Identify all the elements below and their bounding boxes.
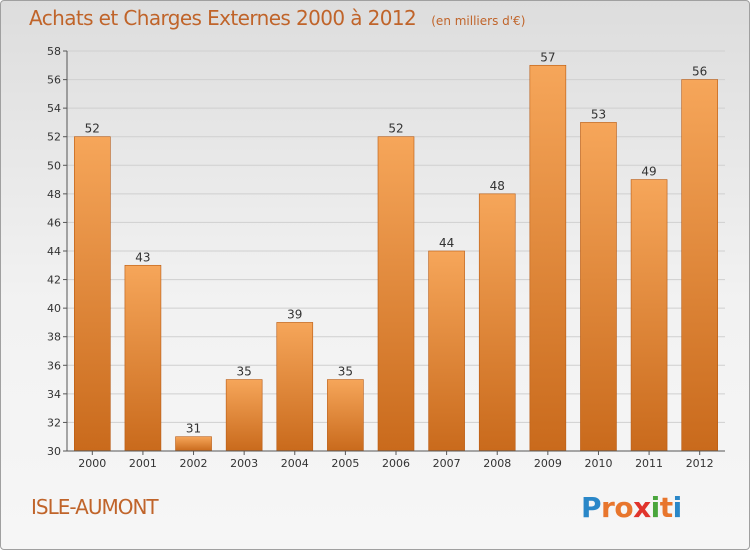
- y-tick-label: 48: [47, 188, 61, 201]
- x-tick-label: 2011: [635, 457, 663, 470]
- x-tick-label: 2000: [78, 457, 106, 470]
- y-tick-label: 58: [47, 45, 61, 58]
- bar: [276, 322, 314, 452]
- y-tick-label: 36: [47, 359, 61, 372]
- bar-value-label: 31: [186, 422, 201, 436]
- bar: [327, 379, 364, 452]
- y-tick-label: 54: [47, 102, 61, 115]
- y-tick-label: 30: [47, 445, 61, 458]
- proxiti-logo: Proxiti: [581, 491, 682, 524]
- y-tick-label: 38: [47, 331, 61, 344]
- bar: [580, 122, 617, 452]
- bar-value-label: 39: [287, 307, 302, 321]
- logo-letter: r: [601, 491, 615, 524]
- chart-title: Achats et Charges Externes 2000 à 2012: [29, 6, 417, 30]
- x-tick-label: 2008: [483, 457, 511, 470]
- bar-value-label: 52: [85, 122, 100, 136]
- logo-letter: o: [614, 491, 634, 524]
- chart-unit: (en milliers d'€): [431, 14, 526, 28]
- bar: [681, 79, 718, 452]
- y-tick-label: 32: [47, 416, 61, 429]
- y-tick-label: 50: [47, 159, 61, 172]
- x-tick-label: 2006: [382, 457, 410, 470]
- y-tick-label: 52: [47, 131, 61, 144]
- title-row: Achats et Charges Externes 2000 à 2012 (…: [29, 6, 525, 30]
- x-tick-label: 2001: [129, 457, 157, 470]
- y-tick-label: 46: [47, 216, 61, 229]
- logo-letter: x: [633, 491, 651, 524]
- x-tick-label: 2002: [180, 457, 208, 470]
- axes: [63, 50, 725, 455]
- bar: [225, 379, 263, 452]
- bar-value-label: 48: [490, 179, 505, 193]
- y-tick-label: 42: [47, 274, 61, 287]
- bar-value-label: 52: [388, 122, 403, 136]
- x-tick-label: 2009: [534, 457, 562, 470]
- bar: [175, 436, 212, 452]
- bar-value-label: 35: [237, 365, 252, 379]
- labels: 30 32 34 36 38 40 42 44 46 48 50 52 54 56 58 52 2000 43 20…: [47, 45, 714, 470]
- x-tick-label: 2005: [331, 457, 359, 470]
- bar-value-label: 49: [641, 165, 656, 179]
- logo-letter: P: [581, 491, 602, 524]
- y-tick-label: 44: [47, 245, 61, 258]
- bar-value-label: 44: [439, 236, 454, 250]
- bars: [74, 64, 718, 452]
- commune-name: ISLE-AUMONT: [31, 495, 159, 519]
- y-tick-label: 40: [47, 302, 61, 315]
- logo-letter: t: [659, 491, 673, 524]
- bar-value-label: 43: [135, 250, 150, 264]
- logo-letter: i: [672, 491, 683, 524]
- bar: [74, 136, 111, 452]
- bar-value-label: 35: [338, 365, 353, 379]
- x-tick-label: 2012: [686, 457, 714, 470]
- y-tick-label: 34: [47, 388, 61, 401]
- x-tick-label: 2007: [433, 457, 461, 470]
- bar: [529, 64, 567, 452]
- bar: [478, 193, 516, 452]
- logo-letter: i: [650, 491, 661, 524]
- bar: [377, 136, 415, 452]
- bar-value-label: 57: [540, 50, 555, 64]
- x-tick-label: 2010: [584, 457, 612, 470]
- bar: [124, 264, 162, 452]
- bar: [630, 179, 668, 452]
- bar-value-label: 56: [692, 65, 707, 79]
- bar-value-label: 53: [591, 107, 606, 121]
- x-tick-label: 2004: [281, 457, 309, 470]
- bar: [428, 250, 465, 452]
- x-tick-label: 2003: [230, 457, 258, 470]
- y-tick-label: 56: [47, 74, 61, 87]
